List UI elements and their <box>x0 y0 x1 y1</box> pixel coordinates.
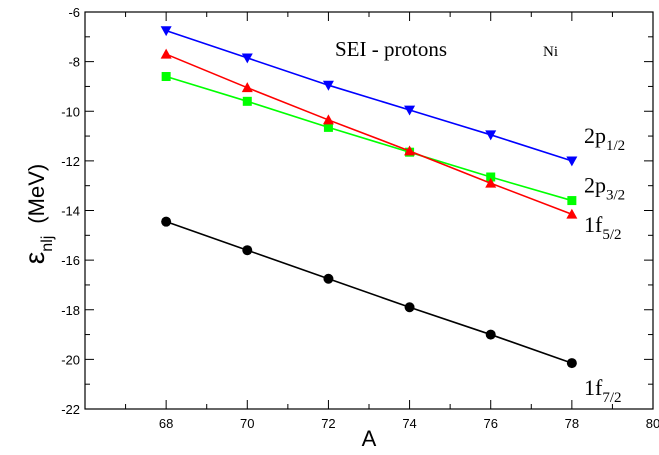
series-line <box>165 220 573 364</box>
data-point <box>322 114 334 125</box>
data-point <box>485 177 497 188</box>
series-label-main: 2p <box>584 173 606 198</box>
series-label: 2p3/2 <box>584 173 625 204</box>
y-tick-label: -22 <box>61 402 80 417</box>
plot-area-frame <box>84 11 654 410</box>
data-point <box>404 145 416 156</box>
y-tick-label: -18 <box>61 303 80 318</box>
y-tick-label: -8 <box>68 55 80 70</box>
y-tick-label: -14 <box>61 204 80 219</box>
data-point <box>485 130 497 141</box>
data-point <box>242 245 253 256</box>
x-tick-label: 76 <box>483 416 497 431</box>
series-label-subscript: 7/2 <box>602 390 621 406</box>
data-point <box>161 216 172 227</box>
series-label-main: 1f <box>584 375 603 400</box>
y-axis-unit: (MeV) <box>24 164 49 224</box>
series-line <box>165 29 573 162</box>
x-tick-label: 74 <box>402 416 416 431</box>
data-point <box>567 196 577 206</box>
series-label-subscript: 5/2 <box>602 227 621 243</box>
y-tick-label: -16 <box>61 253 80 268</box>
series-line <box>165 75 573 202</box>
data-point <box>241 82 253 93</box>
y-axis-subscript: nlj <box>39 236 56 252</box>
data-point <box>160 48 172 59</box>
x-tick-label: 80 <box>646 416 659 431</box>
y-tick-label: -20 <box>61 352 80 367</box>
data-point <box>323 122 333 132</box>
series-line <box>165 53 573 215</box>
x-tick-label: 70 <box>240 416 254 431</box>
chart-subtitle: Ni <box>543 44 558 60</box>
data-point <box>322 80 334 91</box>
series-label-main: 1f <box>584 212 603 237</box>
series-label: 1f7/2 <box>584 375 622 406</box>
data-point <box>566 156 578 167</box>
data-point <box>485 329 496 340</box>
series-label-subscript: 1/2 <box>606 138 625 154</box>
y-tick-label: -12 <box>61 154 80 169</box>
data-point <box>404 105 416 116</box>
y-axis-title: εnlj (MeV) <box>19 164 56 264</box>
data-point <box>241 53 253 64</box>
series-label-main: 2p <box>584 123 606 148</box>
y-tick-label: -6 <box>68 5 80 20</box>
x-tick-label: 78 <box>565 416 579 431</box>
x-axis-title: A <box>362 426 377 451</box>
series-label: 1f5/2 <box>584 212 622 243</box>
data-point <box>242 96 252 106</box>
data-point <box>404 302 415 313</box>
series-label: 2p1/2 <box>584 123 625 154</box>
series-label-subscript: 3/2 <box>606 188 625 204</box>
data-point <box>160 26 172 37</box>
chart-title: SEI - protons <box>335 37 447 61</box>
data-point <box>566 208 578 219</box>
data-point <box>323 273 334 284</box>
y-tick-label: -10 <box>61 104 80 119</box>
data-point <box>161 72 171 82</box>
svg-text:εnlj(MeV): εnlj (MeV) <box>19 164 56 264</box>
data-point <box>566 358 577 369</box>
x-tick-label: 72 <box>321 416 335 431</box>
data-point <box>486 172 496 182</box>
x-tick-label: 68 <box>159 416 173 431</box>
y-axis-symbol: ε <box>19 252 50 264</box>
